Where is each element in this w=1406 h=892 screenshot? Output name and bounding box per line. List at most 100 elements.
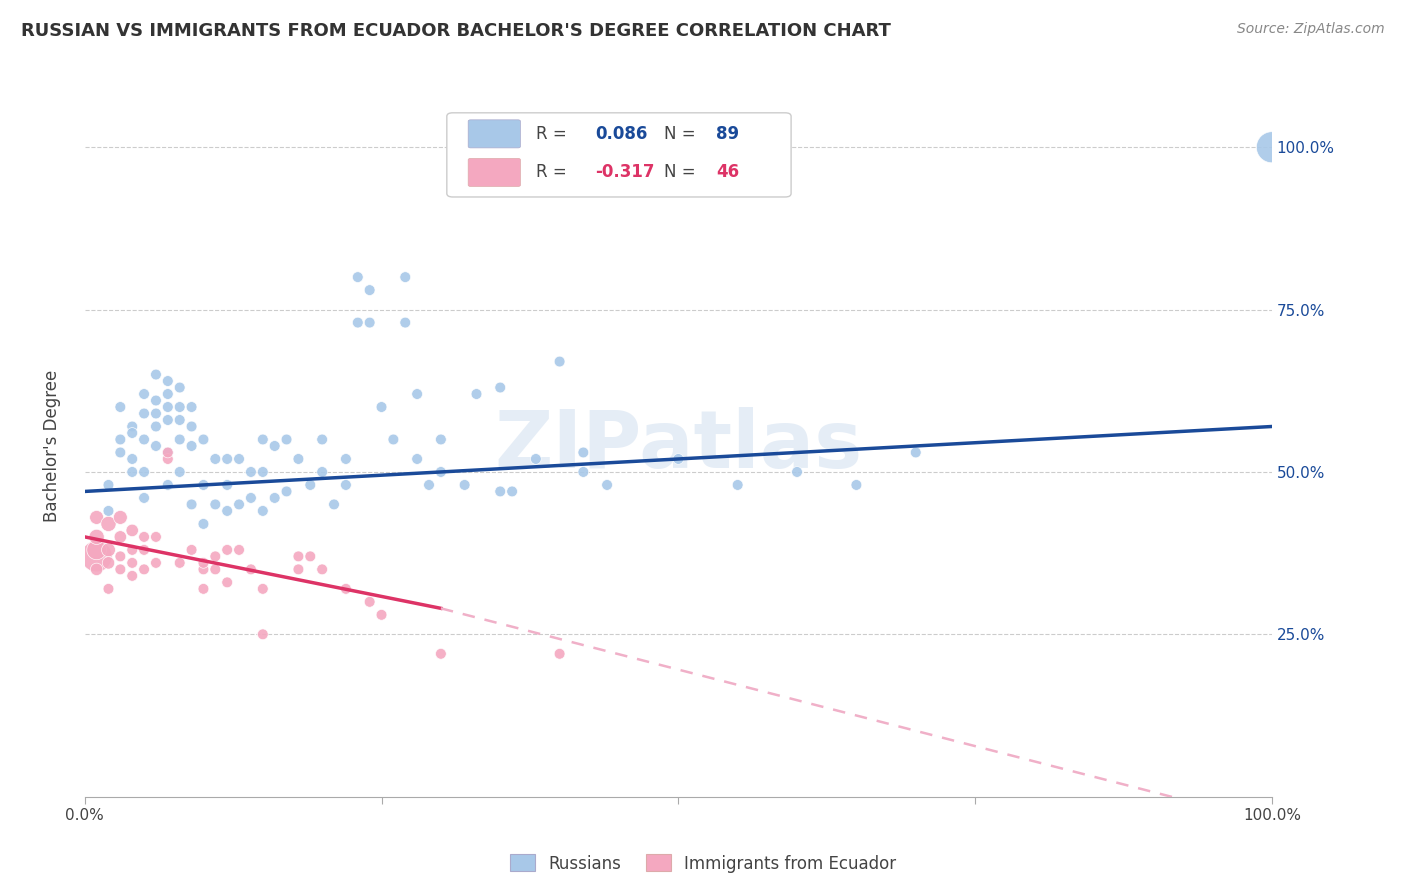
- Text: R =: R =: [536, 163, 572, 181]
- Text: -0.317: -0.317: [595, 163, 655, 181]
- Point: [287, 549, 309, 564]
- Point: [501, 484, 523, 499]
- Point: [169, 400, 191, 414]
- Point: [346, 270, 368, 285]
- Point: [121, 524, 143, 538]
- Point: [299, 549, 322, 564]
- Point: [180, 498, 202, 512]
- Point: [346, 316, 368, 330]
- Point: [311, 433, 333, 447]
- Y-axis label: Bachelor's Degree: Bachelor's Degree: [44, 370, 60, 522]
- Point: [169, 413, 191, 427]
- Point: [489, 380, 512, 394]
- Point: [276, 433, 298, 447]
- Point: [145, 419, 167, 434]
- Point: [156, 374, 179, 388]
- Point: [287, 562, 309, 576]
- Text: ZIPatlas: ZIPatlas: [494, 407, 862, 485]
- Point: [359, 595, 381, 609]
- Point: [418, 478, 440, 492]
- Point: [86, 549, 108, 564]
- Point: [370, 400, 392, 414]
- Text: R =: R =: [536, 125, 572, 143]
- Point: [845, 478, 868, 492]
- FancyBboxPatch shape: [447, 112, 792, 197]
- Legend: Russians, Immigrants from Ecuador: Russians, Immigrants from Ecuador: [503, 847, 903, 880]
- Point: [97, 478, 120, 492]
- Point: [180, 439, 202, 453]
- Point: [121, 542, 143, 557]
- Point: [252, 504, 274, 518]
- Point: [145, 439, 167, 453]
- Point: [180, 400, 202, 414]
- Point: [145, 407, 167, 421]
- Point: [204, 549, 226, 564]
- Point: [572, 445, 595, 459]
- Point: [382, 433, 405, 447]
- Text: N =: N =: [664, 163, 702, 181]
- Point: [86, 530, 108, 544]
- Point: [110, 562, 132, 576]
- Point: [97, 556, 120, 570]
- Point: [121, 419, 143, 434]
- Point: [239, 562, 262, 576]
- Point: [132, 491, 155, 505]
- Point: [359, 316, 381, 330]
- Point: [394, 316, 416, 330]
- Text: RUSSIAN VS IMMIGRANTS FROM ECUADOR BACHELOR'S DEGREE CORRELATION CHART: RUSSIAN VS IMMIGRANTS FROM ECUADOR BACHE…: [21, 22, 891, 40]
- Point: [193, 516, 215, 531]
- Point: [217, 504, 239, 518]
- Point: [1261, 140, 1284, 154]
- Point: [121, 465, 143, 479]
- Point: [311, 562, 333, 576]
- Point: [263, 439, 285, 453]
- Point: [406, 452, 429, 467]
- Point: [132, 465, 155, 479]
- Point: [180, 542, 202, 557]
- Point: [572, 465, 595, 479]
- Point: [97, 542, 120, 557]
- Text: 89: 89: [716, 125, 740, 143]
- Point: [156, 478, 179, 492]
- Point: [156, 445, 179, 459]
- Point: [335, 582, 357, 596]
- FancyBboxPatch shape: [468, 159, 520, 186]
- Point: [596, 478, 619, 492]
- Point: [86, 510, 108, 524]
- Point: [156, 387, 179, 401]
- Point: [97, 504, 120, 518]
- Point: [548, 647, 571, 661]
- Point: [287, 452, 309, 467]
- Point: [121, 425, 143, 440]
- Text: 46: 46: [716, 163, 740, 181]
- Point: [524, 452, 547, 467]
- FancyBboxPatch shape: [468, 120, 520, 148]
- Point: [252, 465, 274, 479]
- Point: [132, 530, 155, 544]
- Point: [169, 380, 191, 394]
- Point: [204, 562, 226, 576]
- Point: [370, 607, 392, 622]
- Point: [394, 270, 416, 285]
- Point: [180, 419, 202, 434]
- Point: [110, 549, 132, 564]
- Point: [453, 478, 475, 492]
- Point: [97, 516, 120, 531]
- Point: [252, 627, 274, 641]
- Point: [110, 530, 132, 544]
- Point: [86, 542, 108, 557]
- Point: [335, 452, 357, 467]
- Point: [430, 647, 453, 661]
- Point: [465, 387, 488, 401]
- Point: [548, 354, 571, 368]
- Point: [239, 491, 262, 505]
- Point: [489, 484, 512, 499]
- Point: [193, 556, 215, 570]
- Point: [132, 562, 155, 576]
- Point: [904, 445, 927, 459]
- Point: [359, 283, 381, 297]
- Point: [311, 465, 333, 479]
- Point: [86, 562, 108, 576]
- Point: [299, 478, 322, 492]
- Point: [335, 478, 357, 492]
